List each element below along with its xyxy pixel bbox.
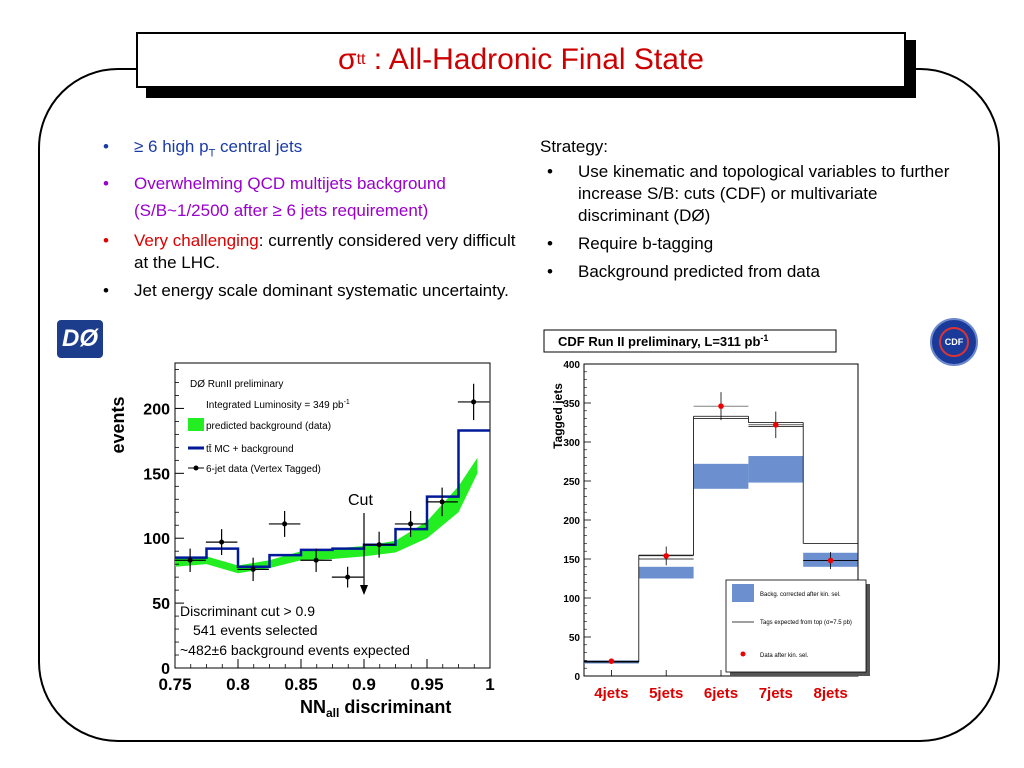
d0-data-point (250, 566, 256, 572)
cdf-y-tick-label: 400 (563, 360, 580, 371)
d0-x-tick-label: 0.9 (352, 675, 376, 694)
bullet-qcd: • Overwhelming QCD multijets background (S… (103, 174, 446, 221)
cdf-data-point (773, 422, 779, 428)
cdf-y-tick-label: 0 (574, 672, 580, 683)
cdf-y-tick-label: 50 (569, 633, 581, 644)
d0-y-tick-label: 0 (161, 661, 170, 678)
cdf-legend-dot-swatch (740, 651, 746, 657)
cdf-chart: CDF Run II preliminary, L=311 pb-1 Tagge… (543, 329, 870, 702)
d0-plot-area: 0.75 0.8 0.85 0.9 0.95 1 0 50 100 150 200 (143, 362, 495, 694)
d0-data-point (471, 399, 477, 405)
strategy-item: • Use kinematic and topological variables… (547, 162, 950, 225)
d0-data-point (345, 574, 351, 580)
d0-data-point (282, 521, 288, 527)
d0-cut-label: Cut (348, 492, 373, 509)
cdf-background-band (638, 566, 694, 579)
d0-legend-item: tt̄ MC + background (206, 443, 294, 455)
d0-y-tick-label: 100 (143, 531, 170, 548)
strategy-item: • Require b-tagging (547, 234, 714, 253)
cdf-y-tick-label: 300 (563, 438, 580, 449)
d0-x-tick-label: 0.95 (410, 675, 443, 694)
cdf-background-band (748, 456, 804, 483)
strategy-block: Strategy: • Use kinematic and topological… (540, 137, 960, 289)
d0-cut-arrow-head (360, 585, 368, 595)
d0-background-band (175, 457, 478, 574)
cdf-x-tick-label: 7jets (759, 685, 793, 702)
slide-title: σ tt : All-Hadronic Final State (136, 32, 906, 88)
cdf-x-tick-label: 6jets (704, 685, 738, 702)
cdf-x-tick-label: 4jets (594, 685, 628, 702)
cdf-data-point (663, 553, 669, 559)
d0-x-tick-label: 0.75 (158, 675, 191, 694)
title-rest: : All-Hadronic Final State (365, 43, 704, 76)
cdf-background-band (693, 463, 749, 489)
cdf-legend-item: Backg. corrected after kin. sel. (760, 592, 841, 598)
cdf-y-tick-label: 200 (563, 516, 580, 527)
d0-data-point (408, 521, 414, 527)
bullet-jes: • Jet energy scale dominant systematic un… (103, 281, 509, 301)
cdf-x-tick-label: 5jets (649, 685, 683, 702)
title-sub: tt (356, 51, 366, 68)
bullet-jets: • ≥ 6 high pT central jets (103, 137, 303, 160)
cdf-ylabel: Tagged jets (551, 383, 565, 449)
d0-legend-item: 6-jet data (Vertex Tagged) (206, 464, 321, 475)
d0-chart: 0.75 0.8 0.85 0.9 0.95 1 0 50 100 150 200 events N… (108, 362, 495, 720)
cdf-y-tick-label: 250 (563, 477, 580, 488)
d0-legend-item: predicted background (data) (206, 421, 331, 432)
d0-annotation-line: Discriminant cut > 0.9 (180, 603, 315, 619)
left-bullets: • ≥ 6 high pT central jets • Overwhelming … (96, 136, 526, 308)
d0-x-tick-label: 0.8 (226, 675, 250, 694)
d0-logo: DØ (57, 320, 103, 358)
d0-x-tick-label: 1 (485, 675, 494, 694)
cdf-legend-item: Tags expected from top (σ=7.5 pb) (760, 620, 852, 626)
d0-y-tick-label: 200 (143, 401, 170, 418)
d0-legend-data-marker (193, 465, 199, 471)
cdf-data-point (718, 403, 724, 409)
cdf-legend-item: Data after kin. sel. (760, 653, 809, 659)
d0-annotation-line: 541 events selected (193, 622, 318, 638)
strategy-heading: Strategy: (540, 137, 609, 156)
cdf-title-box (543, 329, 837, 353)
d0-x-tick-label: 0.85 (284, 675, 317, 694)
d0-xlabel: NNall discriminant (300, 697, 451, 720)
d0-y-tick-label: 150 (143, 466, 170, 483)
d0-data-point (219, 539, 225, 545)
cdf-logo: CDF (930, 318, 978, 366)
d0-data-point (313, 557, 319, 563)
d0-legend-title: DØ RunII preliminary (190, 379, 283, 390)
bullet-challenging: • Very challenging: currently considered … (103, 231, 516, 273)
cdf-legend-band-swatch (732, 584, 754, 602)
d0-y-tick-label: 50 (152, 596, 170, 613)
title-sigma: σ (338, 43, 357, 76)
cdf-y-tick-label: 350 (563, 399, 580, 410)
d0-ylabel: events (108, 396, 128, 453)
cdf-y-tick-label: 100 (563, 594, 580, 605)
strategy-item: • Background predicted from data (547, 262, 820, 281)
d0-data-point (187, 557, 193, 563)
d0-legend-green-swatch (188, 418, 204, 431)
d0-data-point (376, 542, 382, 548)
cdf-x-tick-label: 8jets (813, 685, 847, 702)
d0-data-point (439, 499, 445, 505)
d0-legend-lumi: Integrated Luminosity = 349 pb-1 (206, 399, 350, 411)
cdf-y-tick-label: 150 (563, 555, 580, 566)
d0-annotation-line: ~482±6 background events expected (180, 642, 410, 658)
cdf-title: CDF Run II preliminary, L=311 pb-1 (558, 333, 768, 349)
cdf-data-point (608, 658, 615, 664)
cdf-data-point (827, 557, 834, 564)
